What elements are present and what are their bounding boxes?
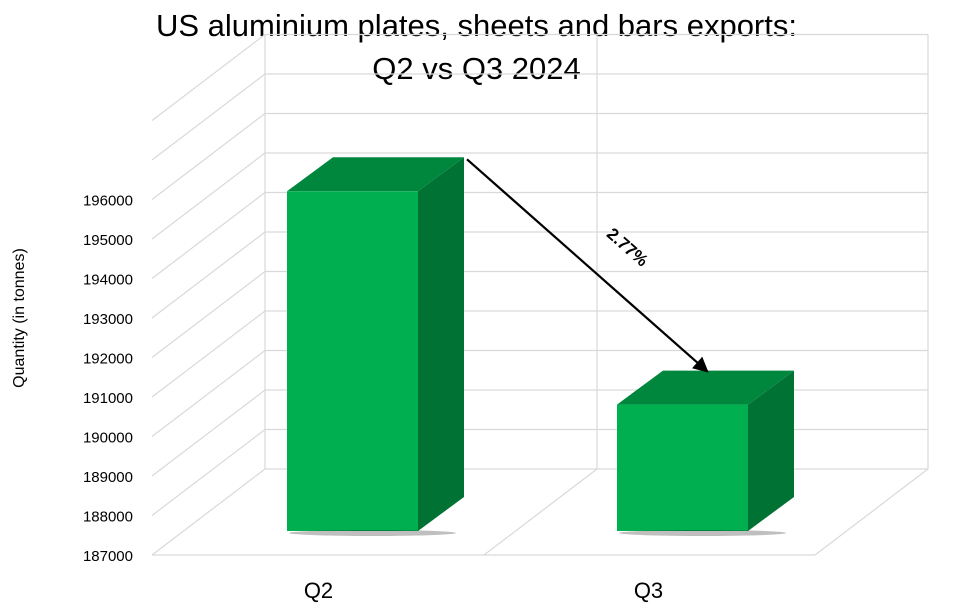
bar-top-face: [617, 370, 794, 405]
gridline-side: [151, 310, 266, 398]
bar-shadow: [289, 530, 456, 536]
category-label-q3: Q3: [634, 578, 663, 603]
y-tick-label: 196000: [83, 193, 133, 210]
bar-q3: [617, 370, 794, 536]
y-tick-label: 188000: [83, 509, 133, 526]
category-label-q2: Q2: [304, 578, 333, 603]
bar-top-face: [287, 157, 464, 192]
gridline-side: [151, 231, 266, 319]
bar-q2: [287, 157, 464, 536]
gridline-side: [151, 389, 266, 477]
y-tick-label: 195000: [83, 232, 133, 249]
gridline-side: [151, 152, 266, 240]
gridline-side: [151, 350, 266, 437]
change-arrow: [466, 158, 709, 373]
bar-side-face: [748, 370, 794, 531]
bars: [287, 157, 794, 536]
gridline-side: [151, 429, 266, 516]
gridline-side: [151, 34, 266, 121]
y-tick-label: 193000: [83, 311, 133, 328]
gridline-side: [151, 192, 266, 279]
chart-title-line-1: US aluminium plates, sheets and bars exp…: [156, 8, 797, 43]
bar-shadow: [619, 530, 786, 536]
y-tick-label: 189000: [83, 469, 133, 486]
y-tick-label: 190000: [83, 430, 133, 447]
bar-front-face: [617, 404, 748, 531]
bar-front-face: [287, 191, 418, 532]
floor-right-edge: [814, 468, 929, 556]
bar-side-face: [418, 157, 464, 532]
annotation-layer: 2.77%: [466, 158, 709, 373]
y-tick-label: 194000: [83, 272, 133, 289]
y-tick-label: 191000: [83, 390, 133, 407]
gridline-side: [151, 73, 266, 161]
gridline-side: [151, 113, 266, 200]
chart-title: US aluminium plates, sheets and bars exp…: [0, 4, 953, 90]
y-tick-label: 187000: [83, 548, 133, 565]
y-axis-label: Quantity (in tonnes): [11, 248, 28, 388]
chart-title-line-2: Q2 vs Q3 2024: [372, 51, 581, 86]
category-labels: Q2 Q3: [304, 578, 663, 603]
floor-divider: [483, 468, 598, 556]
gridline-side: [151, 468, 266, 556]
y-tick-label: 192000: [83, 351, 133, 368]
grid-layer: [151, 33, 929, 556]
y-tick-labels: 187000 188000 189000 190000 191000 192000 1930…: [83, 193, 133, 566]
change-percent-label: 2.77%: [603, 224, 652, 270]
gridline-side: [151, 271, 266, 358]
